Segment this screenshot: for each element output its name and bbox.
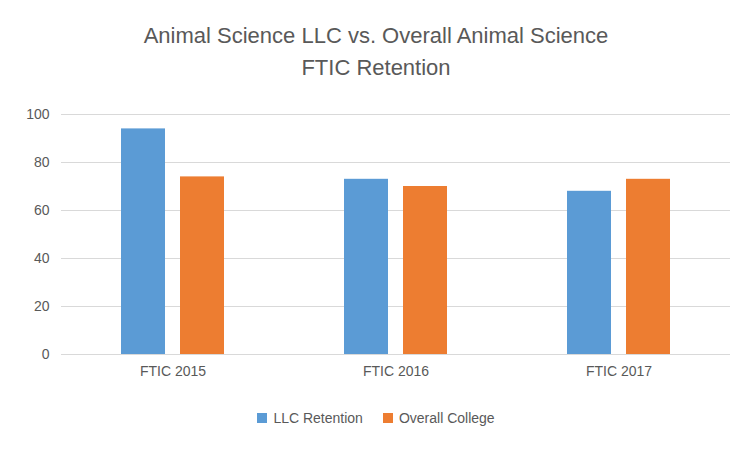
svg-text:0: 0 bbox=[42, 346, 50, 362]
html-text:Animal Science LLC vs. Overall: Animal Science LLC vs. Overall Animal Sc… bbox=[143, 23, 609, 80]
html-text:Overall College: Overall College bbox=[398, 410, 495, 426]
html-text:LLC Retention: LLC Retention bbox=[273, 410, 363, 426]
svg-text:FTIC 2016: FTIC 2016 bbox=[363, 363, 429, 379]
svg-text:100: 100 bbox=[26, 106, 50, 122]
svg-text:FTIC 2015: FTIC 2015 bbox=[140, 363, 206, 379]
svg-text:FTIC 2017: FTIC 2017 bbox=[586, 363, 652, 379]
svg-text:80: 80 bbox=[34, 154, 50, 170]
svg-text:60: 60 bbox=[34, 202, 50, 218]
svg-text:40: 40 bbox=[34, 250, 50, 266]
svg-text:20: 20 bbox=[34, 298, 50, 314]
